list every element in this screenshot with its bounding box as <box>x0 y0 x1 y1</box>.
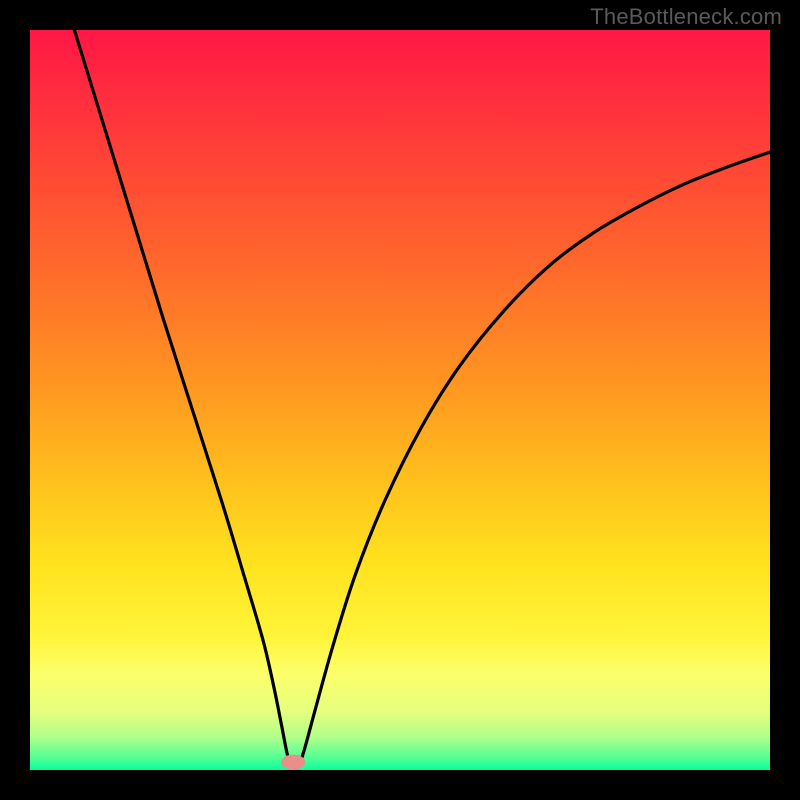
chart-plot-area <box>30 30 770 770</box>
bottleneck-curve <box>74 30 770 768</box>
minimum-marker <box>282 754 306 769</box>
chart-curve-layer <box>30 30 770 770</box>
watermark-text: TheBottleneck.com <box>590 4 782 30</box>
